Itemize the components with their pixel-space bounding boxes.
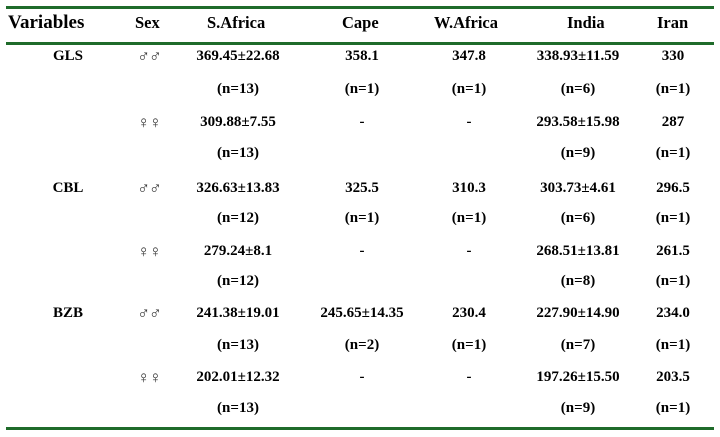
cell-iran: 287 (661, 114, 685, 130)
header-iran: Iran (657, 13, 689, 32)
cell-s-africa: (n=12) (217, 273, 259, 289)
cell-india: (n=6) (560, 210, 596, 226)
cell-iran: 261.5 (656, 243, 690, 259)
cell-s-africa: 326.63±13.83 (196, 180, 280, 196)
header-s-africa: S.Africa (207, 13, 266, 32)
cell-india: 293.58±15.98 (536, 114, 620, 130)
cell-iran: 234.0 (656, 305, 690, 321)
cell-variable: GLS (52, 48, 84, 64)
cell-sex: ♂♂ (137, 47, 161, 66)
cell-india: 338.93±11.59 (536, 48, 620, 64)
cell-s-africa: (n=12) (217, 210, 259, 226)
cell-s-africa: 279.24±8.1 (203, 243, 273, 259)
cell-sex: ♂♂ (137, 304, 161, 323)
table-top-rule (6, 6, 714, 9)
cell-cape: 245.65±14.35 (320, 305, 404, 321)
cell-s-africa: 241.38±19.01 (196, 305, 280, 321)
cell-iran: (n=1) (655, 145, 691, 161)
table-bottom-rule (6, 427, 714, 430)
cell-iran: (n=1) (655, 81, 691, 97)
cell-cape: 325.5 (345, 180, 379, 196)
cell-india: (n=7) (560, 337, 596, 353)
cell-sex: ♂♂ (137, 179, 161, 198)
cell-cape: 358.1 (345, 48, 379, 64)
cell-w-africa: 230.4 (452, 305, 486, 321)
header-w-africa: W.Africa (434, 13, 499, 32)
cell-w-africa: (n=1) (451, 337, 487, 353)
cell-india: 227.90±14.90 (536, 305, 620, 321)
cell-cape: - (359, 369, 365, 385)
cell-variable: BZB (52, 305, 84, 321)
cell-cape: - (359, 243, 365, 259)
cell-iran: 203.5 (656, 369, 690, 385)
cell-india: (n=9) (560, 400, 596, 416)
cell-iran: (n=1) (655, 400, 691, 416)
cell-india: 303.73±4.61 (540, 180, 616, 196)
cell-iran: (n=1) (655, 273, 691, 289)
cell-sex: ♀♀ (137, 368, 161, 387)
cell-s-africa: (n=13) (217, 337, 259, 353)
cell-w-africa: 310.3 (452, 180, 486, 196)
cell-sex: ♀♀ (137, 242, 161, 261)
cell-india: (n=8) (560, 273, 596, 289)
cell-s-africa: 202.01±12.32 (196, 369, 280, 385)
cell-iran: 330 (661, 48, 685, 64)
cell-w-africa: 347.8 (452, 48, 486, 64)
cell-w-africa: - (466, 243, 472, 259)
cell-w-africa: - (466, 369, 472, 385)
cell-variable: CBL (52, 180, 84, 196)
cell-cape: - (359, 114, 365, 130)
cell-iran: (n=1) (655, 337, 691, 353)
cell-s-africa: 309.88±7.55 (200, 114, 276, 130)
table-header-rule (6, 42, 714, 45)
cell-w-africa: (n=1) (451, 210, 487, 226)
cell-sex: ♀♀ (137, 113, 161, 132)
cell-cape: (n=1) (344, 210, 380, 226)
cell-cape: (n=1) (344, 81, 380, 97)
header-india: India (567, 13, 605, 32)
cell-india: (n=9) (560, 145, 596, 161)
cell-iran: 296.5 (656, 180, 690, 196)
cell-india: 268.51±13.81 (536, 243, 620, 259)
cell-w-africa: - (466, 114, 472, 130)
cell-india: (n=6) (560, 81, 596, 97)
header-sex: Sex (135, 13, 160, 32)
cell-s-africa: 369.45±22.68 (196, 48, 280, 64)
cell-s-africa: (n=13) (217, 81, 259, 97)
cell-s-africa: (n=13) (217, 400, 259, 416)
header-cape: Cape (342, 13, 379, 32)
cell-india: 197.26±15.50 (536, 369, 620, 385)
header-variables: Variables (8, 12, 85, 33)
cell-s-africa: (n=13) (217, 145, 259, 161)
cell-w-africa: (n=1) (451, 81, 487, 97)
cell-cape: (n=2) (344, 337, 380, 353)
cell-iran: (n=1) (655, 210, 691, 226)
